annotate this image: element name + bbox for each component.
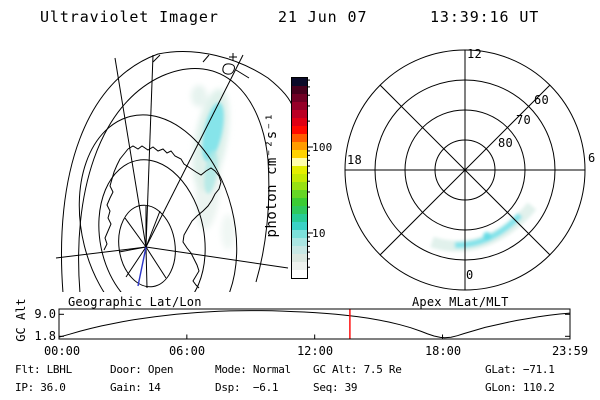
status-glon: GLon: 110.2: [485, 381, 555, 394]
map-panel-title: Geographic Lat/Lon: [68, 295, 202, 309]
map-island-marker: [202, 53, 250, 79]
status-gc-alt: GC Alt: 7.5 Re: [313, 363, 402, 376]
polar-mlat-70: 70: [516, 113, 532, 127]
status-glat: GLat: −71.1: [485, 363, 555, 376]
app-title: Ultraviolet Imager: [40, 8, 219, 26]
xtick-0000: 00:00: [43, 344, 81, 358]
status-dsp: Dsp: −6.1: [215, 381, 279, 394]
polar-mlat-60: 60: [534, 93, 550, 107]
polar-mlt-6: 6: [588, 151, 596, 165]
status-flt: Flt: LBHL: [15, 363, 72, 376]
polar-panel-title: Apex MLat/MLT: [412, 295, 509, 309]
polar-mlt-18: 18: [347, 153, 363, 167]
map-aurora-core: [202, 102, 224, 194]
polar-grid: [344, 49, 586, 291]
colorbar: [291, 77, 308, 279]
ytick-9: 9.0: [34, 307, 56, 321]
ytick-1_8: 1.8: [34, 329, 56, 343]
colorbar-ticks: [307, 79, 313, 268]
geographic-map-panel: [55, 51, 294, 292]
map-pole-pointer: [137, 246, 147, 287]
colorbar-label: photon cm⁻²s⁻¹: [264, 112, 280, 238]
status-mode: Mode: Normal: [215, 363, 291, 376]
polar-mlat-80: 80: [498, 136, 514, 150]
status-ip: IP: 36.0: [15, 381, 66, 394]
xtick-1200: 12:00: [296, 344, 334, 358]
altitude-curve: [58, 310, 571, 339]
status-door: Door: Open: [110, 363, 174, 376]
polar-plot-panel: [344, 49, 586, 291]
xtick-2359: 23:59: [551, 344, 589, 358]
colorbar-tick-100: 100: [312, 141, 333, 154]
colorbar-tick-10: 10: [312, 227, 326, 240]
polar-mlt-0: 0: [466, 268, 474, 282]
polar-mlt-12: 12: [467, 47, 483, 61]
status-seq: Seq: 39: [313, 381, 358, 394]
altitude-plot-frame: [58, 308, 571, 340]
status-gain: Gain: 14: [110, 381, 161, 394]
xtick-1800: 18:00: [424, 344, 462, 358]
polar-aurora: [430, 202, 537, 252]
altitude-plot: [58, 308, 571, 340]
date-readout: 21 Jun 07: [278, 8, 368, 26]
altitude-plot-axis-ticks: [59, 313, 570, 339]
time-readout: 13:39:16 UT: [430, 8, 540, 26]
map-coastline: [103, 145, 222, 289]
xtick-0600: 06:00: [168, 344, 206, 358]
map-grid: [55, 51, 294, 292]
